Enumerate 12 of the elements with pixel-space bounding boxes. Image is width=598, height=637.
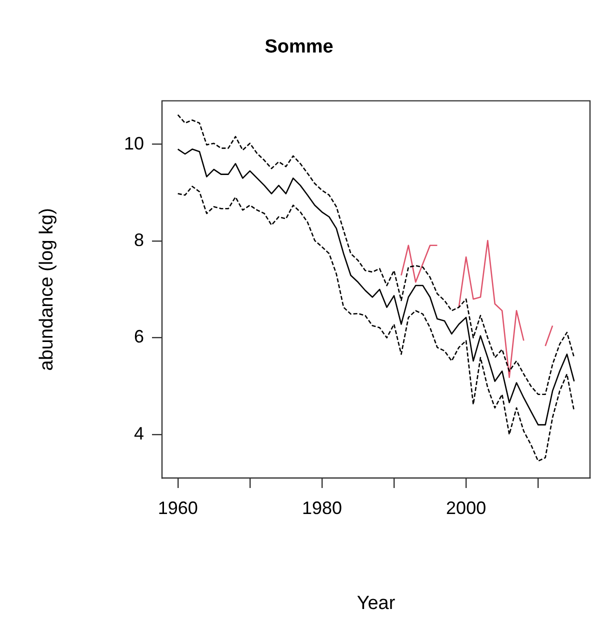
- line-series: [177, 114, 575, 395]
- x-tick-label: 1960: [158, 498, 198, 518]
- x-tick-label: 1980: [302, 498, 342, 518]
- chart-title: Somme: [264, 36, 334, 58]
- x-axis-title: Year: [356, 592, 396, 614]
- line-series: [177, 186, 575, 462]
- y-tick-label: 8: [134, 230, 144, 250]
- y-axis-title: abundance (log kg): [36, 208, 58, 371]
- y-tick-label: 4: [134, 423, 144, 444]
- y-tick-label: 6: [134, 326, 144, 347]
- x-tick-label: 2000: [446, 498, 486, 518]
- y-tick-label: 10: [124, 133, 144, 154]
